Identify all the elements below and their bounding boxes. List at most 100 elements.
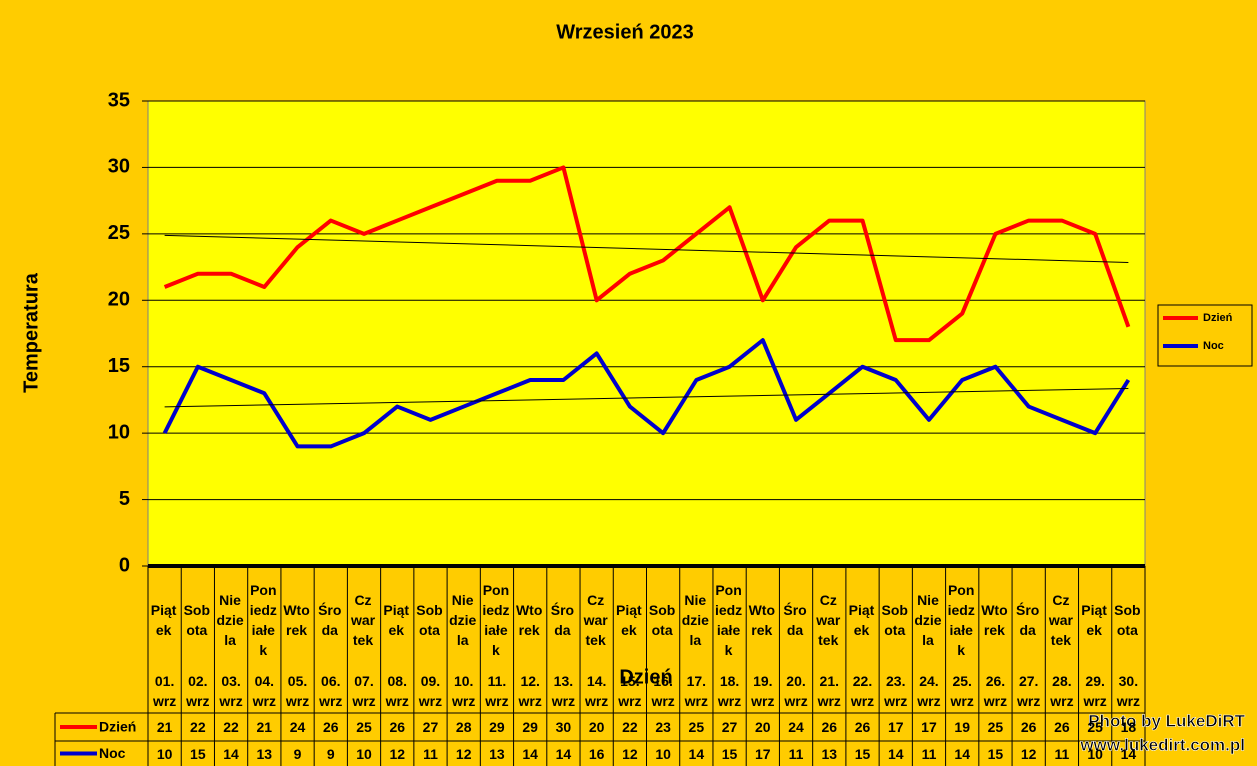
- y-tick-label: 0: [119, 554, 130, 576]
- x-weekday-label: Środa: [550, 602, 575, 638]
- table-legend-label: Noc: [99, 745, 126, 761]
- table-value: 11: [788, 745, 804, 762]
- table-value: 15: [721, 745, 738, 762]
- x-weekday-label: Piątek: [1081, 602, 1107, 638]
- table-value: 19: [954, 719, 970, 735]
- table-value: 13: [821, 745, 838, 762]
- table-value: 12: [455, 745, 472, 762]
- table-value: 25: [987, 719, 1004, 735]
- table-value: 28: [455, 719, 472, 735]
- x-tick-label: 21. wrz: [817, 673, 841, 709]
- table-value: 11: [921, 745, 937, 762]
- table-value: 21: [256, 719, 273, 735]
- table-value: 21: [156, 719, 173, 735]
- x-tick-label: 19. wrz: [751, 673, 775, 709]
- table-value: 26: [1020, 719, 1037, 735]
- x-weekday-label: Sobota: [648, 602, 676, 638]
- series-line: [163, 165, 1131, 343]
- x-weekday-label: Czwartek: [1048, 592, 1073, 648]
- x-tick-label: 06. wrz: [319, 673, 343, 709]
- table-value: 14: [887, 745, 904, 762]
- x-tick-label: 05. wrz: [285, 673, 310, 709]
- x-tick-label: 03. wrz: [219, 673, 243, 709]
- table-value: 14: [223, 745, 239, 762]
- x-weekday-label: Wtorek: [515, 602, 543, 638]
- x-tick-label: 17. wrz: [684, 673, 708, 709]
- x-weekday-label: Niedziela: [216, 592, 244, 648]
- table-value: 14: [1120, 745, 1137, 762]
- table-value: 26: [821, 719, 838, 735]
- chart-title: Wrzesień 2023: [556, 21, 694, 43]
- x-weekday-label: Niedziela: [914, 592, 942, 648]
- legend-label: Noc: [1203, 340, 1224, 352]
- x-weekday-label: Sobota: [1114, 602, 1141, 638]
- x-tick-label: 14. wrz: [584, 673, 609, 709]
- x-weekday-label: Czwartek: [816, 592, 841, 648]
- x-tick-label: 22. wrz: [850, 673, 875, 709]
- y-tick-label: 25: [108, 222, 130, 244]
- credit: Photo by LukeDiRT: [1088, 711, 1245, 730]
- table-value: 10: [356, 745, 372, 762]
- table-value: 15: [987, 745, 1004, 762]
- x-weekday-label: Wtorek: [748, 602, 776, 638]
- x-weekday-label: Wtorek: [981, 602, 1008, 638]
- table-value: 30: [555, 719, 572, 735]
- table-value: 25: [356, 719, 372, 735]
- table-value: 29: [522, 719, 538, 735]
- table-value: 14: [954, 745, 970, 762]
- x-weekday-label: Wtorek: [283, 602, 310, 638]
- table-value: 13: [256, 745, 273, 762]
- x-tick-label: 02. wrz: [186, 673, 210, 709]
- table-value: 17: [921, 719, 937, 735]
- table-value: 20: [755, 719, 771, 735]
- x-tick-label: 30. wrz: [1116, 673, 1141, 709]
- table-value: 12: [389, 745, 406, 762]
- y-tick-label: 5: [119, 488, 130, 510]
- x-axis-title: Dzień: [619, 666, 672, 688]
- x-tick-label: 10. wrz: [452, 673, 476, 709]
- x-weekday-label: Niedziela: [449, 592, 477, 648]
- x-tick-label: 25. wrz: [950, 673, 974, 709]
- x-tick-label: 16. wrz: [651, 673, 675, 709]
- table-value: 16: [588, 745, 605, 762]
- x-tick-label: 20. wrz: [784, 673, 808, 709]
- x-weekday-label: Sobota: [416, 602, 443, 638]
- table-value: 26: [854, 719, 871, 735]
- x-tick-label: 23. wrz: [884, 673, 908, 709]
- y-axis-title: Temperatura: [20, 272, 42, 393]
- table-value: 14: [555, 745, 572, 762]
- table-value: 26: [322, 719, 339, 735]
- table-value: 27: [422, 719, 439, 735]
- table-value: 20: [588, 719, 605, 735]
- series-line: [162, 338, 1131, 449]
- x-tick-label: 28. wrz: [1050, 673, 1074, 709]
- table-value: 24: [289, 719, 306, 735]
- x-weekday-label: Niedziela: [681, 592, 709, 648]
- table-value: 18: [1120, 719, 1137, 735]
- table-value: 9: [326, 745, 335, 762]
- y-tick-label: 10: [108, 421, 130, 443]
- x-tick-label: 01. wrz: [152, 673, 177, 709]
- plot-area: [147, 100, 1146, 567]
- table-value: 11: [423, 745, 438, 762]
- legend: [1157, 304, 1253, 367]
- x-weekday-label: Środa: [783, 602, 807, 638]
- table-value: 26: [1054, 719, 1070, 735]
- table-value: 22: [223, 719, 239, 735]
- table-value: 10: [655, 745, 671, 762]
- credit: www.lukedirt.com.pl: [1079, 735, 1245, 754]
- y-tick-label: 20: [108, 289, 130, 311]
- x-weekday-label: Piątek: [848, 602, 875, 638]
- x-tick-label: 12. wrz: [518, 673, 542, 709]
- x-weekday-label: Środa: [1016, 602, 1040, 638]
- x-weekday-label: Poniedziałek: [714, 582, 743, 658]
- x-weekday-label: Piątek: [150, 602, 177, 638]
- table-value: 10: [1087, 745, 1103, 762]
- x-weekday-label: Czwartek: [350, 592, 376, 648]
- table-value: 15: [854, 745, 871, 762]
- table-value: 22: [190, 719, 206, 735]
- table-value: 12: [1020, 745, 1037, 762]
- table-value: 29: [489, 719, 505, 735]
